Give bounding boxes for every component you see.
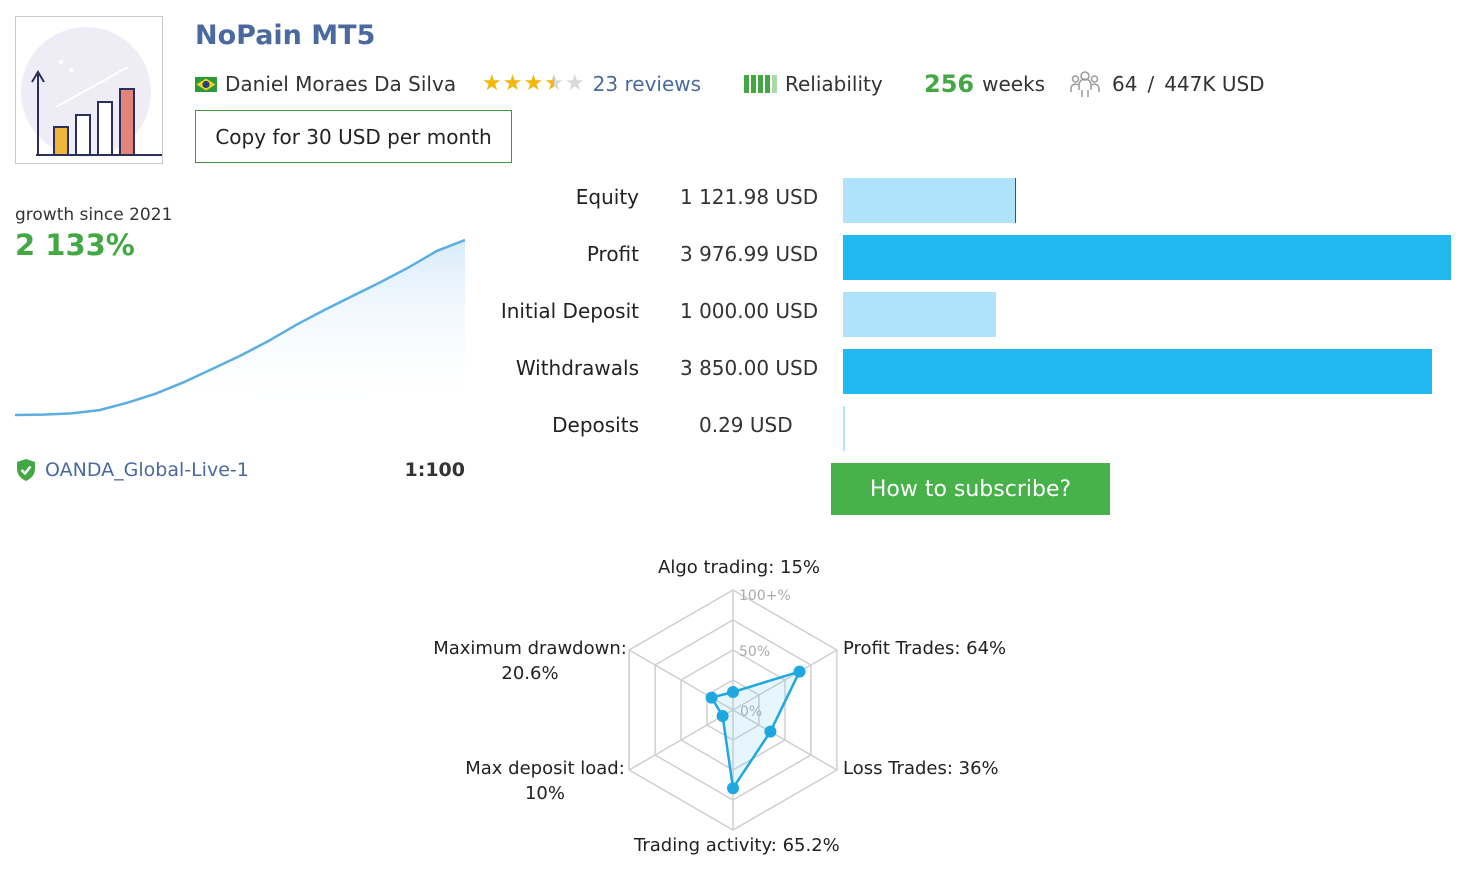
stat-label: Equity xyxy=(575,185,639,209)
weeks-block: 256 weeks xyxy=(924,70,1045,98)
subscribers-icon xyxy=(1070,71,1100,97)
signal-title[interactable]: NoPain MT5 xyxy=(195,20,376,51)
reliability-block: Reliability xyxy=(744,70,883,98)
radar-point xyxy=(727,686,739,698)
server-name[interactable]: OANDA_Global-Live-1 xyxy=(45,459,249,481)
growth-value: 2 133% xyxy=(15,228,135,262)
stat-bar xyxy=(843,349,1432,394)
stat-label: Withdrawals xyxy=(515,356,639,380)
stat-value: 0.29 USD xyxy=(699,413,793,437)
star-icon: ★ xyxy=(544,71,564,96)
growth-area xyxy=(15,240,465,415)
subscribers-block: 64 / 447K USD xyxy=(1070,70,1265,98)
verified-shield-icon xyxy=(17,459,35,481)
radar-axis-label-value: 10% xyxy=(524,783,565,804)
signal-logo xyxy=(15,16,164,164)
stat-value: 1 000.00 USD xyxy=(680,299,819,323)
radar-scale-tick: 100+% xyxy=(739,588,791,604)
subscribers-count: 64 xyxy=(1112,72,1138,96)
radar-axis-label: Max deposit load: 10% xyxy=(440,758,650,804)
rating-block[interactable]: ★ ★ ★ ★ ★ 23 reviews xyxy=(482,70,701,98)
stat-label: Initial Deposit xyxy=(500,299,639,323)
stat-value: 3 850.00 USD xyxy=(680,356,819,380)
radar-point xyxy=(727,782,739,795)
radar-point xyxy=(716,710,729,722)
stat-label: Profit xyxy=(586,242,639,266)
radar-axis-label: Trading activity: 65.2% xyxy=(634,835,840,856)
radar-axis-label: Loss Trades: 36% xyxy=(843,758,999,779)
radar-axis-label-text: Algo trading: 15% xyxy=(658,557,821,578)
stat-value: 1 121.98 USD xyxy=(680,185,819,209)
growth-label: growth since 2021 xyxy=(15,205,173,225)
author-block[interactable]: Daniel Moraes Da Silva xyxy=(195,70,456,98)
stat-label: Deposits xyxy=(552,413,639,437)
radar-axis-label-text: Trading activity: 65.2% xyxy=(634,835,840,856)
reliability-bars-icon xyxy=(744,75,779,93)
reviews-link[interactable]: 23 reviews xyxy=(592,72,702,96)
radar-axis xyxy=(732,649,838,711)
rating-stars: ★ ★ ★ ★ ★ xyxy=(482,73,585,95)
reliability-label: Reliability xyxy=(785,72,883,96)
radar-axis xyxy=(628,709,734,771)
stat-value: 3 976.99 USD xyxy=(680,242,819,266)
radar-axis-label-value: 20.6% xyxy=(501,663,559,684)
copy-button[interactable]: Copy for 30 USD per month xyxy=(195,110,512,163)
subscribe-button[interactable]: How to subscribe? xyxy=(831,463,1110,515)
radar-axis-label-text: Max deposit load: xyxy=(465,758,625,779)
star-icon: ★ xyxy=(523,71,544,96)
radar-axis-label-text: Loss Trades: 36% xyxy=(843,758,999,779)
radar-chart: 0% 50% 100+% xyxy=(628,588,838,831)
funds-value: 447K USD xyxy=(1164,72,1265,96)
radar-point xyxy=(793,665,806,678)
stat-bar xyxy=(843,178,1016,223)
radar-axis xyxy=(732,709,838,771)
growth-chart[interactable] xyxy=(15,235,465,425)
radar-point xyxy=(764,725,777,738)
star-icon: ★ xyxy=(482,71,502,96)
brazil-flag-icon xyxy=(195,76,217,92)
separator: / xyxy=(1147,72,1155,96)
leverage-value: 1:100 xyxy=(404,459,465,481)
server-block[interactable]: OANDA_Global-Live-1 xyxy=(15,458,249,482)
stat-bar xyxy=(843,235,1451,280)
stat-bar xyxy=(843,292,996,337)
radar-series xyxy=(709,669,802,792)
stat-bar xyxy=(843,406,845,451)
radar-axis-label-text: Profit Trades: 64% xyxy=(843,638,1007,659)
radar-axis-label: Maximum drawdown: 20.6% xyxy=(420,638,640,684)
weeks-value: 256 xyxy=(924,70,975,98)
growth-line xyxy=(15,238,465,417)
weeks-unit: weeks xyxy=(982,72,1046,96)
radar-scale-tick: 0% xyxy=(740,704,762,720)
radar-point xyxy=(705,691,718,704)
star-icon: ★ xyxy=(502,71,523,96)
radar-axis-label: Profit Trades: 64% xyxy=(843,638,1006,659)
star-icon: ★ xyxy=(564,71,585,96)
radar-axis-label: Algo trading: 15% xyxy=(658,557,820,578)
radar-scale-tick: 50% xyxy=(739,644,770,660)
radar-axis-label-text: Maximum drawdown: xyxy=(433,638,627,659)
author-name[interactable]: Daniel Moraes Da Silva xyxy=(225,72,457,96)
